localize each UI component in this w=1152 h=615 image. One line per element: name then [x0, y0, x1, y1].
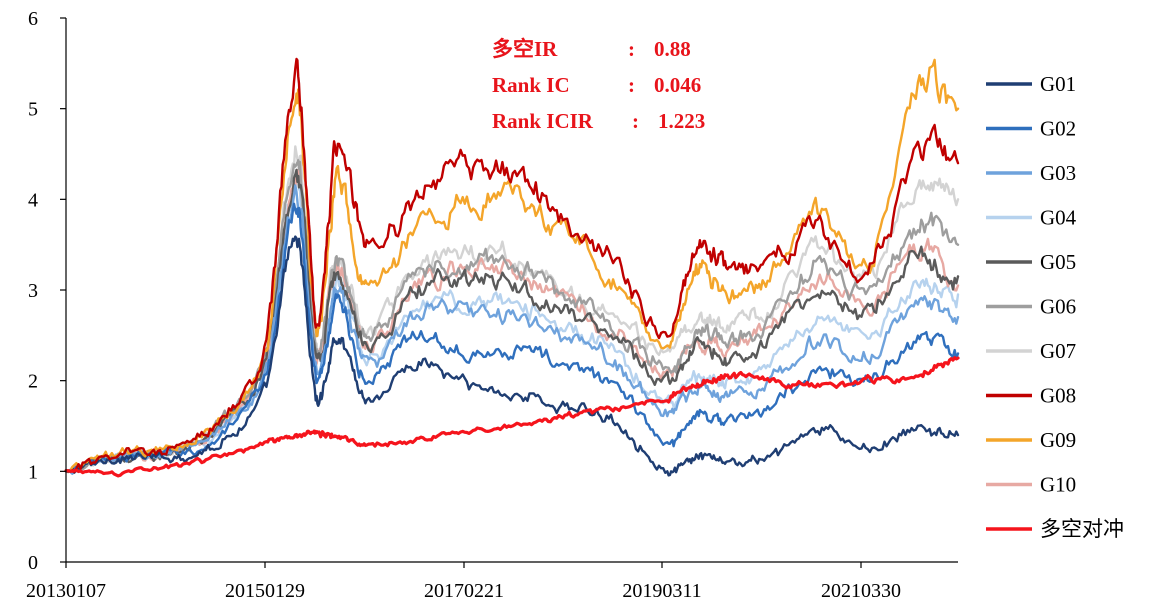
- legend-label: G08: [1040, 384, 1076, 408]
- stat-label-ir: 多空IR: [492, 37, 558, 61]
- x-tick-label: 20170221: [424, 580, 504, 602]
- legend-label: G07: [1040, 339, 1076, 363]
- series-line-7: [64, 145, 960, 474]
- series-line-8: [64, 57, 960, 474]
- legend-label: G03: [1040, 161, 1076, 185]
- legend-label: G01: [1040, 72, 1076, 96]
- series-line-11: [64, 356, 960, 478]
- series-line-2: [64, 202, 960, 474]
- x-ticks: 20130107 20150129 20170221 20190311 20210330: [26, 562, 901, 602]
- stat-value-rank-ic: 0.046: [654, 73, 701, 97]
- y-tick-label: 4: [28, 189, 38, 211]
- y-tick-label: 0: [28, 552, 38, 574]
- x-tick-label: 20150129: [225, 580, 305, 602]
- legend-label: G02: [1040, 117, 1076, 141]
- legend-label: G10: [1040, 473, 1076, 497]
- series-line-3: [64, 184, 960, 475]
- stat-label-rank-icir: Rank ICIR: [492, 109, 594, 133]
- stats-annotation: 多空IR : 0.88 Rank IC : 0.046 Rank ICIR : …: [492, 37, 705, 133]
- legend-label: G06: [1040, 295, 1076, 319]
- stat-sep-rank-icir: :: [632, 109, 639, 133]
- y-tick-label: 2: [28, 371, 38, 393]
- stat-value-ir: 0.88: [654, 37, 691, 61]
- x-tick-label: 20130107: [26, 580, 106, 602]
- x-tick-label: 20190311: [622, 580, 701, 602]
- legend-label: 多空对冲: [1040, 517, 1124, 541]
- x-tick-label: 20210330: [821, 580, 901, 602]
- stat-label-rank-ic: Rank IC: [492, 73, 570, 97]
- legend: G01 G02 G03 G04 G05 G06 G07 G08 G09 G10 多空对冲: [986, 72, 1124, 541]
- legend-label: G05: [1040, 250, 1076, 274]
- series-line-1: [64, 235, 960, 477]
- series-layer: [64, 57, 960, 478]
- y-tick-label: 1: [28, 461, 38, 483]
- y-ticks: 0 1 2 3 4 5 6: [28, 8, 66, 574]
- stat-sep-rank-ic: :: [628, 73, 635, 97]
- y-tick-label: 3: [28, 280, 38, 302]
- legend-label: G09: [1040, 428, 1076, 452]
- y-tick-label: 6: [28, 8, 38, 30]
- stat-value-rank-icir: 1.223: [658, 109, 705, 133]
- y-tick-label: 5: [28, 99, 38, 121]
- legend-label: G04: [1040, 206, 1077, 230]
- stat-sep-ir: :: [628, 37, 635, 61]
